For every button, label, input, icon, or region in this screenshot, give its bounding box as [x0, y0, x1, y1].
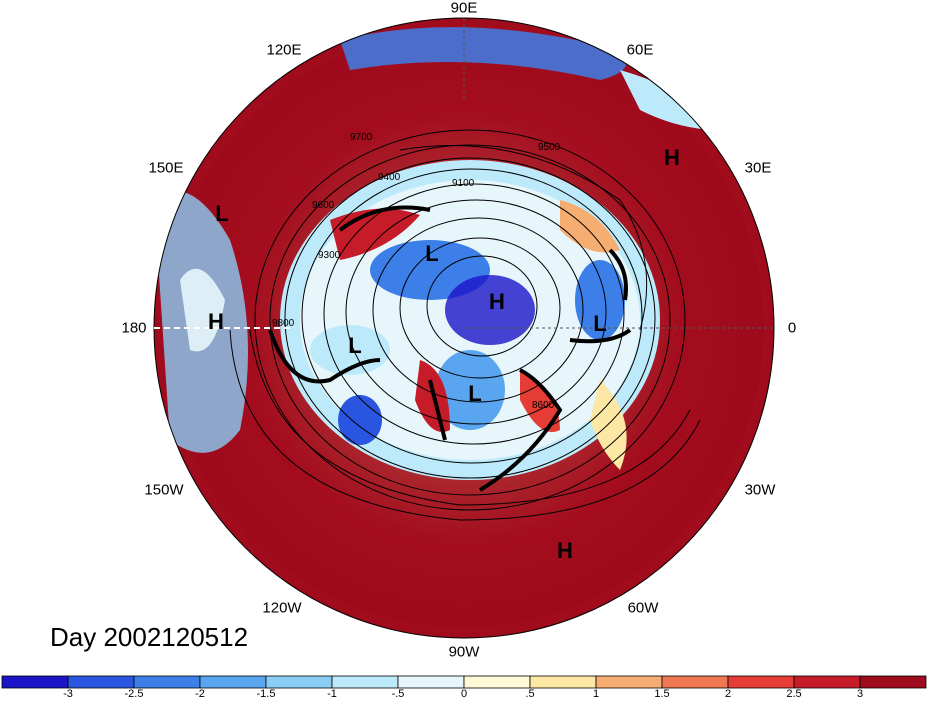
lon-label-30w: 30W — [744, 481, 776, 499]
colorbar-swatch — [397, 675, 465, 689]
colorbar-swatch — [727, 675, 795, 689]
colorbar-tick-label: 0 — [460, 688, 468, 700]
colorbar-swatch — [265, 675, 333, 689]
colorbar-swatch — [463, 675, 531, 689]
jet-bands — [268, 205, 632, 492]
colorbar-swatch — [133, 675, 201, 689]
contour-label: 9300 — [318, 250, 341, 261]
high-pressure-marker: H — [208, 309, 224, 334]
lon-label-150w: 150W — [144, 481, 184, 499]
lon-label-60e: 60E — [626, 41, 654, 59]
colorbar-tick-label: .5 — [525, 688, 535, 700]
colorbar-tick-label: -.5 — [391, 688, 405, 700]
high-pressure-marker: H — [664, 145, 680, 170]
lon-label-120w: 120W — [262, 599, 302, 617]
colorbar-tick-label: -2 — [195, 688, 205, 700]
contour-label: 8600 — [532, 400, 555, 411]
contour-label: 9100 — [452, 178, 475, 189]
colorbar-swatch — [331, 675, 399, 689]
colorbar-swatch — [595, 675, 663, 689]
lon-label-150e: 150E — [148, 159, 184, 177]
colorbar — [1, 675, 927, 689]
low-pressure-marker: L — [425, 241, 439, 266]
colorbar-tick-label: -1.5 — [256, 688, 276, 700]
lon-label-30e: 30E — [744, 159, 772, 177]
lon-label-60w: 60W — [627, 599, 659, 617]
colorbar-swatch — [661, 675, 729, 689]
lon-label-0: 0 — [787, 319, 797, 337]
colorbar-swatch — [529, 675, 597, 689]
lon-label-90w: 90W — [448, 643, 480, 661]
colorbar-swatch — [67, 675, 135, 689]
lon-label-120e: 120E — [266, 41, 302, 59]
contour-label: 9700 — [350, 132, 373, 143]
colorbar-tick-label: 2.5 — [786, 688, 802, 700]
lon-label-90e: 90E — [450, 0, 478, 17]
height-contours — [229, 129, 701, 521]
colorbar-tick-label: -2.5 — [124, 688, 144, 700]
colorbar-tick-label: 3 — [856, 688, 864, 700]
colorbar-tick-label: 1.5 — [654, 688, 670, 700]
lon-label-180: 180 — [121, 319, 147, 337]
high-pressure-marker: H — [557, 538, 573, 563]
day-timestamp: Day 2002120512 — [50, 622, 249, 652]
colorbar-swatch — [199, 675, 267, 689]
high-pressure-marker: H — [489, 289, 505, 314]
colorbar-tick-label: 1 — [592, 688, 600, 700]
colorbar-tick-label: -1 — [327, 688, 337, 700]
low-pressure-marker: L — [348, 333, 362, 358]
colorbar-swatch — [859, 675, 927, 689]
contour-label: 9500 — [538, 142, 561, 153]
low-pressure-marker: L — [593, 311, 607, 336]
colorbar-swatch — [1, 675, 69, 689]
low-pressure-marker: L — [468, 381, 482, 406]
contour-label: 9800 — [272, 318, 295, 329]
colorbar-swatch — [793, 675, 861, 689]
contour-label: 9400 — [378, 172, 401, 183]
colorbar-tick-label: -3 — [63, 688, 73, 700]
low-pressure-marker: L — [215, 201, 229, 226]
contour-label: 9600 — [312, 200, 335, 211]
colorbar-tick-label: 2 — [724, 688, 732, 700]
